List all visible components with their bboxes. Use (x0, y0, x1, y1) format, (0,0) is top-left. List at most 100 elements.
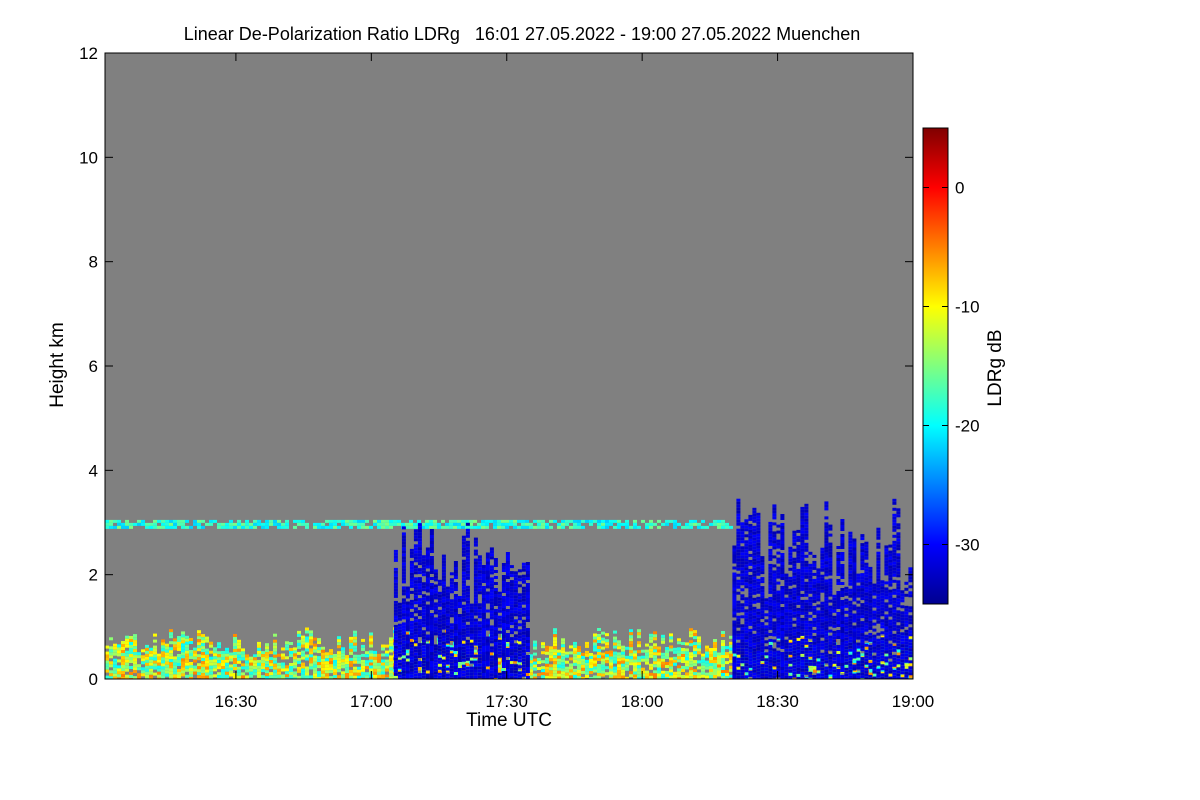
heatmap-cell (285, 522, 289, 526)
heatmap-cell (469, 525, 473, 529)
heatmap-cell (549, 652, 553, 656)
heatmap-cell (433, 671, 438, 675)
heatmap-cell (768, 650, 773, 654)
heatmap-cell (744, 675, 749, 679)
heatmap-cell (461, 553, 466, 557)
heatmap-cell (836, 675, 841, 678)
heatmap-cell (301, 650, 305, 654)
heatmap-cell (804, 548, 809, 552)
heatmap-cell (589, 668, 593, 671)
heatmap-cell (736, 591, 741, 595)
heatmap-cell (393, 558, 398, 562)
heatmap-cell (445, 667, 450, 671)
heatmap-cell (752, 645, 757, 649)
heatmap-cell (521, 622, 526, 626)
heatmap-cell (473, 675, 478, 679)
heatmap-cell (489, 565, 494, 569)
heatmap-cell (673, 519, 677, 523)
heatmap-cell (501, 525, 505, 529)
heatmap-cell (804, 515, 809, 519)
heatmap-cell (824, 651, 829, 655)
heatmap-cell (469, 612, 474, 616)
heatmap-cell (848, 663, 853, 667)
heatmap-cell (297, 639, 301, 643)
heatmap-cell (585, 641, 589, 645)
heatmap-cell (489, 667, 494, 671)
heatmap-cell (824, 546, 829, 550)
heatmap-cell (161, 651, 165, 655)
heatmap-cell (405, 628, 410, 632)
heatmap-cell (740, 672, 745, 676)
heatmap-cell (125, 650, 129, 654)
heatmap-cell (485, 618, 490, 622)
heatmap-cell (909, 656, 913, 660)
heatmap-cell (145, 671, 149, 675)
heatmap-cell (804, 638, 809, 642)
heatmap-cell (237, 675, 241, 679)
heatmap-cell (848, 531, 853, 535)
heatmap-cell (429, 604, 434, 607)
heatmap-cell (137, 664, 141, 668)
heatmap-cell (537, 519, 541, 523)
heatmap-cell (445, 658, 450, 662)
heatmap-cell (736, 519, 741, 523)
heatmap-cell (501, 599, 506, 602)
heatmap-cell (828, 578, 833, 582)
heatmap-cell (525, 640, 530, 643)
heatmap-cell (517, 605, 522, 609)
heatmap-cell (677, 674, 681, 678)
heatmap-cell (756, 617, 761, 621)
heatmap-cell (301, 671, 305, 675)
heatmap-cell (449, 581, 454, 585)
heatmap-cell (509, 589, 514, 593)
heatmap-cell (409, 599, 414, 603)
heatmap-cell (565, 654, 569, 658)
heatmap-cell (341, 650, 345, 654)
heatmap-cell (784, 669, 789, 673)
heatmap-cell (385, 668, 389, 672)
heatmap-cell (141, 519, 145, 523)
heatmap-cell (205, 669, 209, 673)
heatmap-cell (213, 519, 217, 523)
heatmap-cell (225, 656, 229, 660)
heatmap-cell (828, 647, 833, 651)
heatmap-cell (309, 639, 313, 643)
heatmap-cell (261, 666, 265, 670)
heatmap-cell (732, 644, 737, 648)
heatmap-cell (473, 621, 478, 625)
heatmap-cell (800, 545, 805, 549)
heatmap-cell (437, 630, 442, 634)
heatmap-cell (824, 570, 829, 574)
heatmap-cell (289, 669, 293, 672)
heatmap-cell (425, 658, 430, 662)
heatmap-cell (812, 644, 817, 648)
heatmap-cell (465, 669, 470, 673)
heatmap-cell (736, 648, 741, 652)
heatmap-cell (429, 565, 434, 568)
heatmap-cell (441, 611, 446, 615)
heatmap-cell (249, 674, 253, 678)
heatmap-cell (748, 616, 753, 620)
heatmap-cell (261, 663, 265, 667)
heatmap-cell (441, 656, 445, 660)
heatmap-cell (796, 577, 801, 581)
heatmap-cell (485, 663, 490, 667)
heatmap-cell (245, 525, 249, 529)
heatmap-cell (485, 627, 490, 631)
heatmap-cell (736, 540, 741, 544)
heatmap-cell (812, 581, 817, 585)
heatmap-cell (713, 642, 717, 645)
heatmap-cell (732, 545, 737, 549)
heatmap-cell (465, 675, 470, 679)
heatmap-cell (129, 525, 133, 529)
heatmap-cell (792, 671, 797, 675)
heatmap-cell (752, 576, 757, 580)
heatmap-cell (397, 670, 401, 674)
heatmap-cell (149, 665, 153, 669)
heatmap-cell (673, 671, 677, 675)
heatmap-cell (313, 676, 317, 679)
heatmap-cell (768, 575, 773, 579)
heatmap-cell (760, 562, 765, 566)
heatmap-cell (441, 602, 446, 606)
heatmap-cell (804, 668, 809, 672)
